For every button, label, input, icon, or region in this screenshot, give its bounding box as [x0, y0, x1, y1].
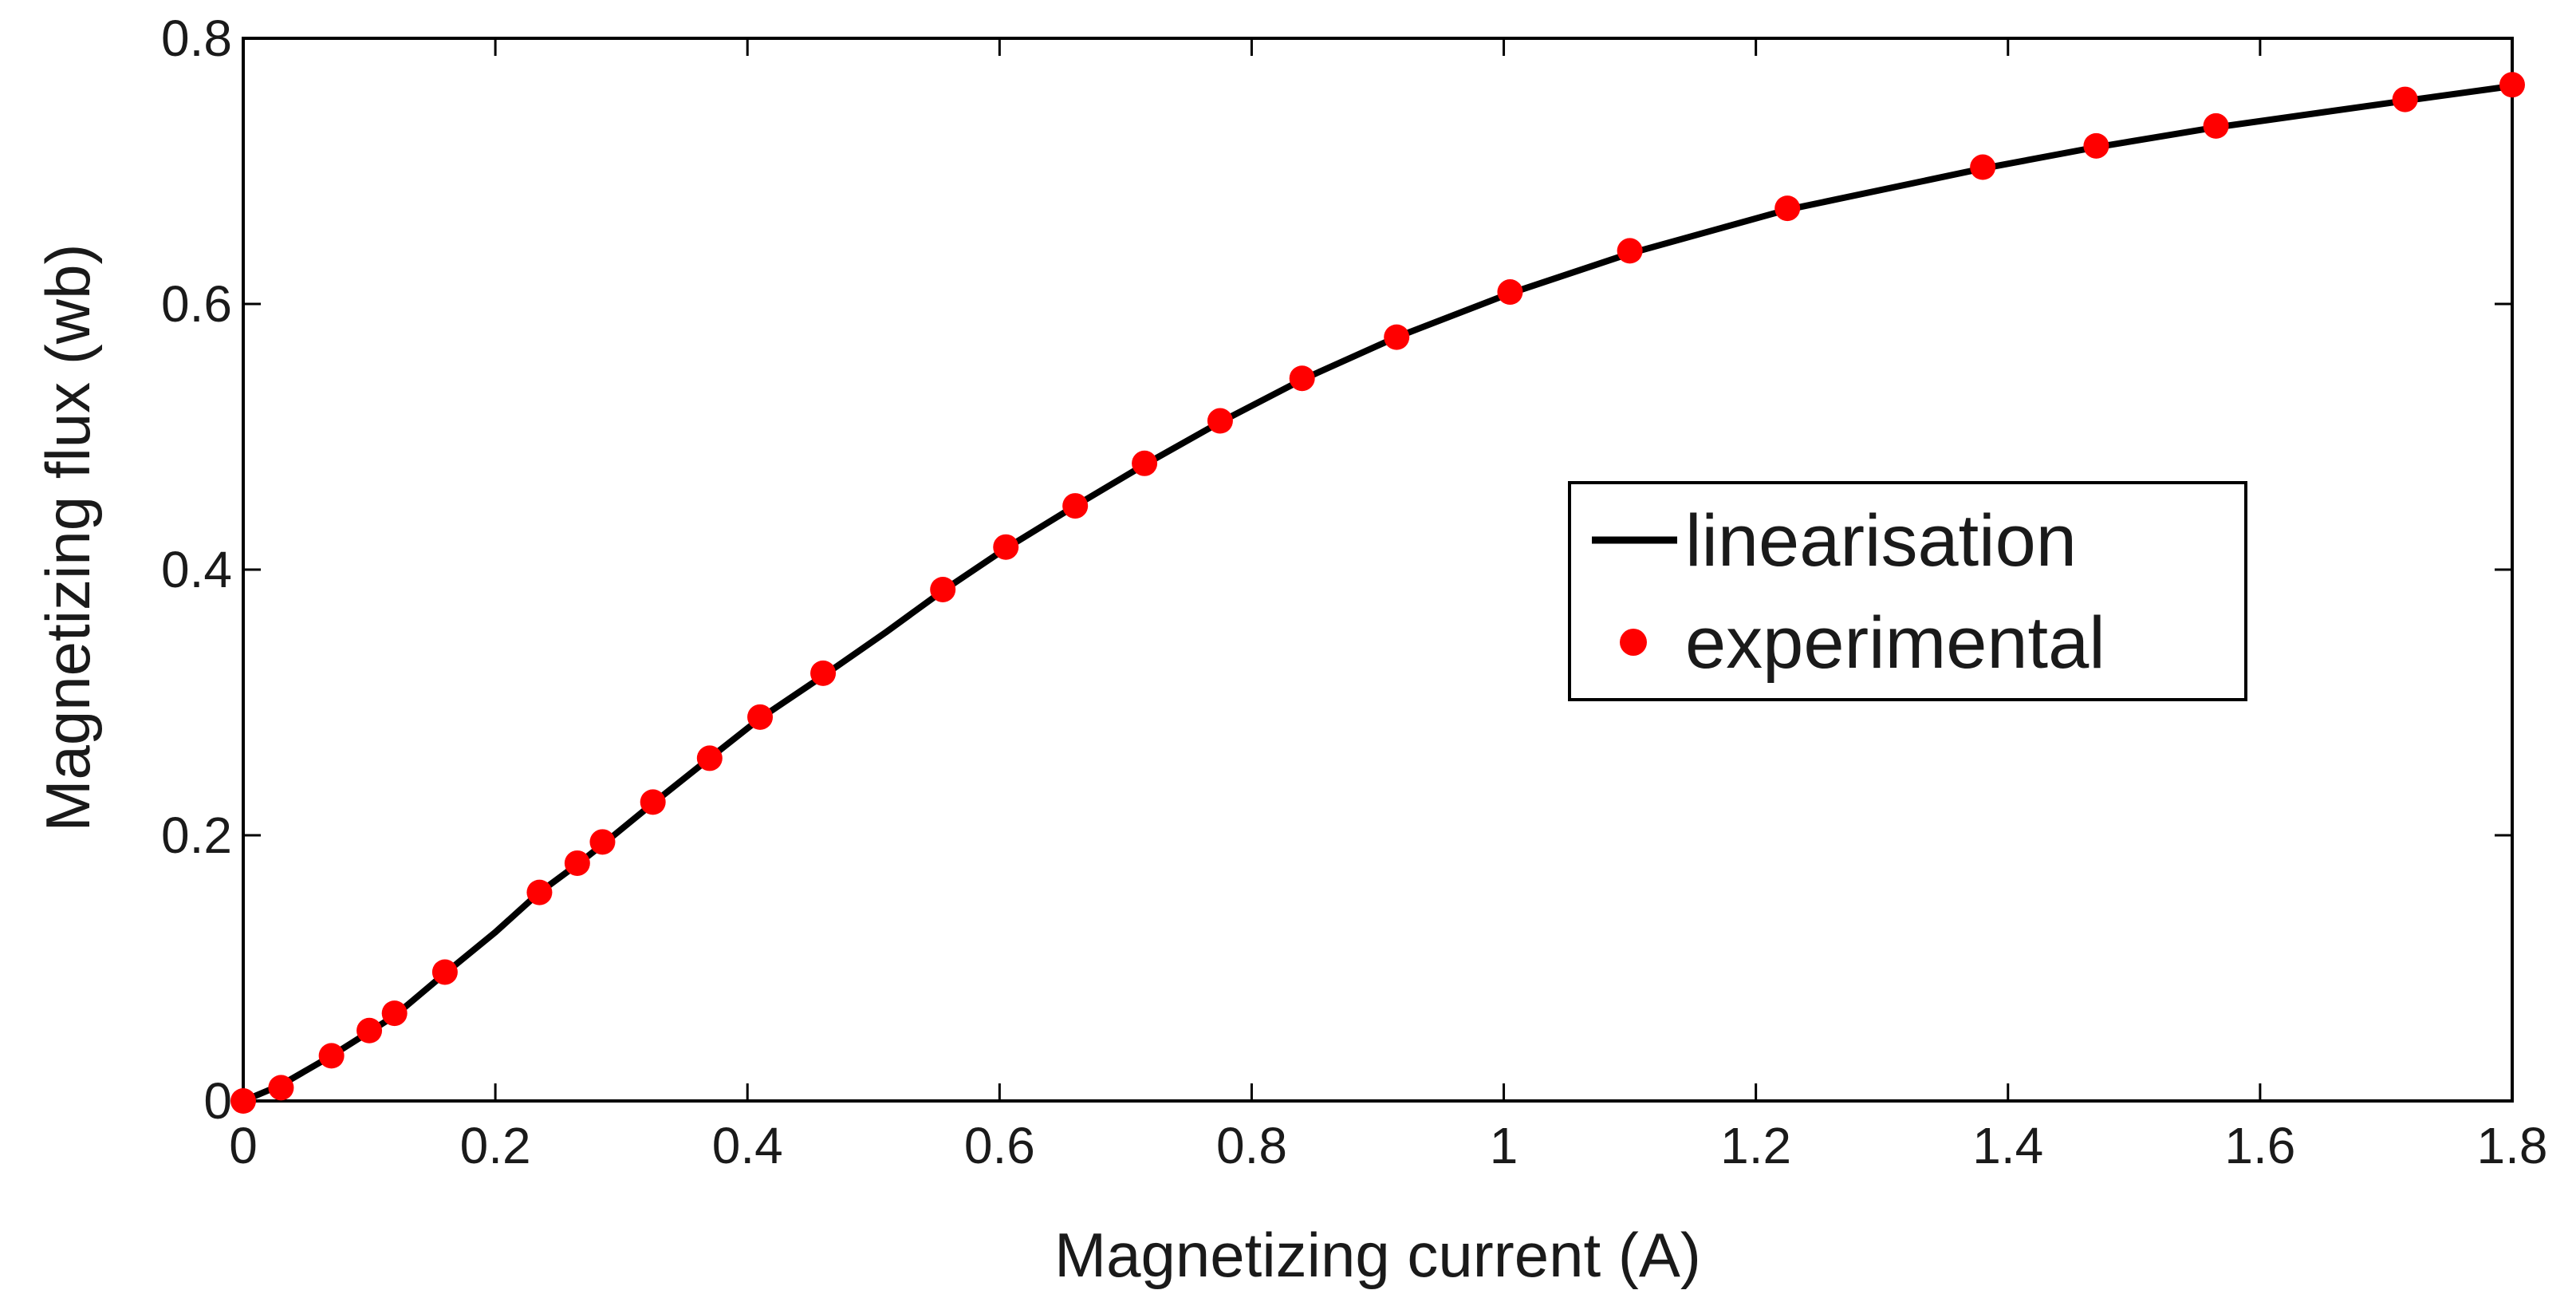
data-point-experimental: [564, 850, 590, 876]
data-point-experimental: [1132, 450, 1158, 476]
y-axis-title: Magnetizing flux (wb): [33, 244, 103, 832]
axis-tick-labels: 0 0.2 0.4 0.6 0.8 1 1.2 1.4 1.6 1.8 0 0.2 0.4 0.6 0.8: [161, 10, 2547, 1174]
x-tick-label: 1.8: [2477, 1117, 2548, 1174]
y-tick-label: 0.8: [161, 10, 232, 67]
data-point-experimental: [431, 959, 458, 985]
data-point-experimental: [810, 660, 837, 686]
data-point-experimental: [640, 789, 666, 815]
data-point-experimental: [1062, 493, 1089, 519]
legend-label-experimental: experimental: [1685, 602, 2105, 684]
y-tick-label: 0.2: [161, 807, 232, 864]
x-tick-label: 1.4: [1972, 1117, 2043, 1174]
y-tick-label: 0.6: [161, 275, 232, 333]
data-point-experimental: [526, 879, 553, 905]
data-point-experimental: [589, 829, 616, 855]
data-point-experimental: [381, 1000, 408, 1027]
data-point-experimental: [1497, 279, 1523, 306]
data-point-experimental: [356, 1017, 383, 1044]
data-point-experimental: [930, 576, 956, 602]
data-point-experimental: [2203, 112, 2229, 139]
x-tick-label: 0.4: [712, 1117, 783, 1174]
data-point-experimental: [230, 1088, 256, 1114]
series-layer: [230, 72, 2525, 1114]
data-point-experimental: [1289, 365, 1315, 392]
data-point-experimental: [696, 745, 723, 771]
data-point-experimental: [268, 1075, 294, 1101]
x-tick-label: 1: [1490, 1117, 1518, 1174]
data-point-experimental: [747, 704, 774, 730]
data-point-experimental: [2499, 72, 2525, 98]
data-point-experimental: [993, 534, 1019, 560]
legend-box: [1568, 481, 2247, 701]
legend: linearisation experimental: [1568, 481, 2247, 701]
y-tick-label: 0: [203, 1072, 232, 1130]
x-tick-label: 0: [229, 1117, 258, 1174]
data-point-experimental: [2083, 132, 2109, 159]
x-tick-label: 0.2: [460, 1117, 531, 1174]
data-point-experimental: [318, 1043, 345, 1069]
legend-swatch-experimental: [1620, 629, 1647, 656]
x-tick-label: 0.6: [964, 1117, 1035, 1174]
data-point-experimental: [1774, 195, 1801, 222]
data-point-experimental: [2392, 86, 2418, 112]
data-point-experimental: [1384, 324, 1410, 350]
x-tick-label: 0.8: [1216, 1117, 1287, 1174]
x-axis-title: Magnetizing current (A): [1054, 1220, 1701, 1290]
y-tick-label: 0.4: [161, 541, 232, 598]
data-point-experimental: [1970, 154, 1996, 180]
x-tick-label: 1.2: [1720, 1117, 1791, 1174]
x-tick-label: 1.6: [2224, 1117, 2295, 1174]
data-point-experimental: [1617, 238, 1643, 264]
data-point-experimental: [1207, 408, 1233, 434]
legend-label-linearisation: linearisation: [1685, 500, 2077, 582]
